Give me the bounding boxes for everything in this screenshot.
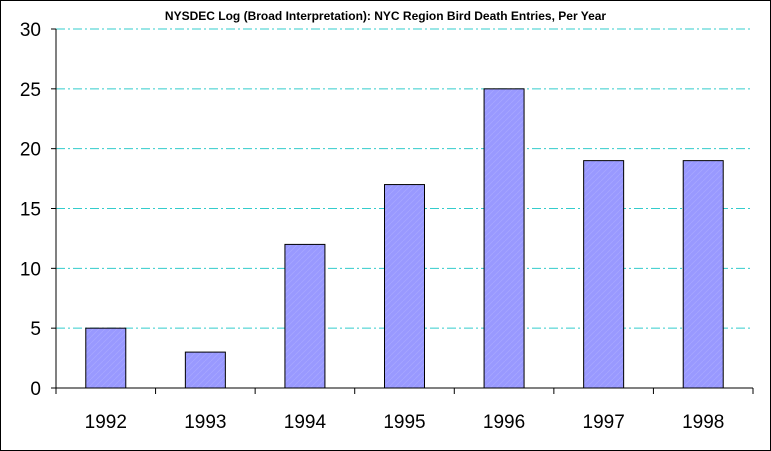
x-tick-label: 1996	[483, 412, 525, 433]
x-tick-label: 1995	[383, 412, 425, 433]
y-tick-label: 25	[20, 80, 41, 101]
y-tick-label: 10	[20, 259, 41, 280]
y-tick-labels: 0 5 10 15 20 25 30	[20, 20, 41, 400]
bar-1993	[184, 351, 226, 389]
bar-1992	[85, 327, 127, 389]
x-tick-label: 1997	[583, 412, 625, 433]
x-tick-labels: 1992 1993 1994 1995 1996 1997 1998	[85, 412, 725, 433]
y-tick-label: 20	[20, 140, 41, 161]
y-tick-label: 5	[30, 319, 41, 340]
y-tick-label: 0	[30, 379, 41, 400]
x-tick-label: 1994	[284, 412, 327, 433]
chart-title: NYSDEC Log (Broad Interpretation): NYC R…	[164, 9, 607, 23]
bar-1996	[483, 88, 525, 389]
bar-1994	[284, 243, 326, 389]
x-tick-label: 1998	[682, 412, 724, 433]
bar-1998	[682, 160, 724, 389]
x-tick-label: 1992	[85, 412, 127, 433]
x-tick-label: 1993	[184, 412, 226, 433]
axes	[51, 28, 754, 394]
bar-1997	[583, 160, 625, 389]
y-tick-label: 30	[20, 20, 41, 41]
bars	[85, 88, 724, 389]
y-tick-label: 15	[20, 200, 41, 221]
bar-1995	[384, 184, 425, 389]
